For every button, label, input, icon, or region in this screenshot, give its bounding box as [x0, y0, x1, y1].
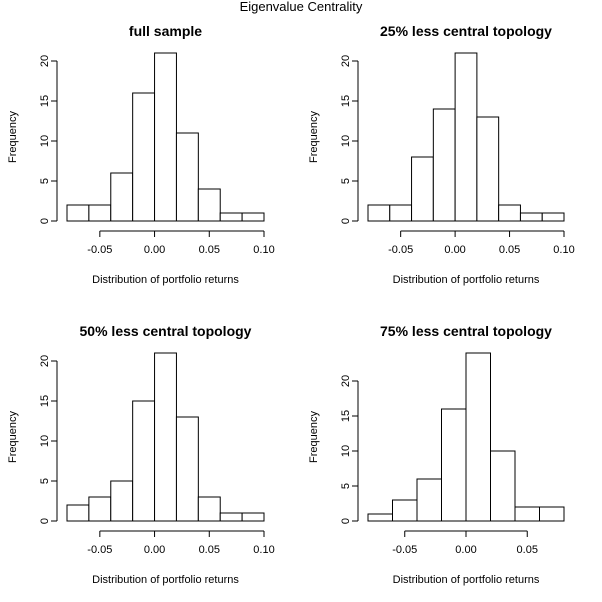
- y-tick-label: 15: [39, 395, 51, 407]
- histogram-bar: [411, 156, 434, 222]
- histogram-bar: [389, 204, 413, 222]
- histogram-bar: [241, 212, 265, 222]
- panel-title: 75% less central topology: [380, 323, 552, 339]
- y-axis-label: Frequency: [308, 111, 320, 163]
- x-tick-label: -0.05: [87, 544, 112, 556]
- histogram-bar: [66, 504, 90, 522]
- histogram-bar: [490, 450, 516, 522]
- y-tick-label: 10: [39, 435, 51, 447]
- histogram-bar: [367, 513, 393, 522]
- histogram-bar: [416, 478, 442, 522]
- histogram-bar: [392, 499, 418, 522]
- histogram-bar: [498, 204, 521, 222]
- x-tick-label: 0.05: [199, 244, 220, 256]
- x-axis-label: Distribution of portfolio returns: [92, 274, 239, 286]
- histogram-bar: [175, 416, 199, 522]
- histogram-bar: [197, 496, 221, 522]
- y-tick-label: 15: [39, 95, 51, 107]
- x-tick-label: -0.05: [87, 244, 112, 256]
- histogram-bar: [197, 188, 221, 222]
- histogram-panel-2: 25% less central topology -0.05 0.00 0.05 0.…: [308, 23, 575, 286]
- panel-title: full sample: [129, 23, 202, 39]
- histogram-bar: [432, 108, 456, 222]
- y-tick-label: 5: [340, 178, 352, 184]
- y-tick-label: 5: [340, 483, 352, 489]
- x-axis-label: Distribution of portfolio returns: [393, 274, 540, 286]
- y-tick-label: 20: [340, 375, 352, 387]
- histogram-bar: [66, 204, 90, 222]
- histogram-bar: [519, 212, 543, 222]
- histogram-bar: [514, 506, 540, 522]
- histogram-bar: [132, 400, 156, 522]
- panel-title: 25% less central topology: [380, 23, 552, 39]
- histogram-bar: [219, 212, 243, 222]
- y-tick-label: 0: [39, 518, 51, 524]
- histogram-bar: [110, 172, 134, 222]
- x-tick-label: 0.00: [144, 244, 165, 256]
- histogram-bar: [175, 132, 199, 222]
- histogram-bar: [241, 512, 265, 522]
- y-axis-label: Frequency: [7, 111, 19, 163]
- histogram-panel-4: 75% less central topology -0.05 0.00 0.05 0 5…: [308, 323, 565, 586]
- x-tick-label: 0.10: [253, 244, 274, 256]
- histogram-bar: [132, 92, 156, 222]
- x-tick-label: -0.05: [392, 544, 417, 556]
- histogram-bar: [154, 352, 177, 522]
- histogram-bar: [441, 408, 467, 522]
- histogram-bar: [454, 52, 478, 222]
- histogram-bar: [367, 204, 391, 222]
- x-tick-label: 0.05: [517, 544, 538, 556]
- histogram-panel-3: 50% less central topology -0.05 0.00 0.05 0.…: [7, 323, 275, 586]
- y-tick-label: 15: [340, 410, 352, 422]
- histogram-bar: [476, 116, 500, 222]
- histogram-bar: [88, 204, 112, 222]
- panel-title: 50% less central topology: [80, 323, 252, 339]
- y-tick-label: 20: [39, 55, 51, 67]
- page-title: Eigenvalue Centrality: [239, 0, 363, 14]
- y-tick-label: 5: [39, 478, 51, 484]
- y-tick-label: 20: [39, 355, 51, 367]
- histogram-bar: [541, 212, 565, 222]
- y-tick-label: 20: [340, 55, 352, 67]
- y-tick-label: 0: [340, 518, 352, 524]
- x-tick-label: 0.00: [444, 244, 465, 256]
- histogram-bar: [219, 512, 243, 522]
- x-tick-label: 0.05: [199, 544, 220, 556]
- x-axis-label: Distribution of portfolio returns: [393, 574, 540, 586]
- x-tick-label: 0.00: [455, 544, 476, 556]
- y-tick-label: 5: [39, 178, 51, 184]
- x-tick-label: 0.10: [253, 544, 274, 556]
- histogram-bar: [110, 480, 134, 522]
- y-axis-label: Frequency: [308, 411, 320, 463]
- x-tick-label: -0.05: [388, 244, 413, 256]
- histogram-bar: [88, 496, 112, 522]
- y-tick-label: 0: [340, 218, 352, 224]
- y-tick-label: 10: [340, 135, 352, 147]
- x-tick-label: 0.05: [499, 244, 520, 256]
- histogram-bar: [465, 352, 491, 522]
- y-tick-label: 15: [340, 95, 352, 107]
- histogram-bar: [539, 506, 565, 522]
- x-tick-label: 0.10: [553, 244, 574, 256]
- y-tick-label: 10: [340, 445, 352, 457]
- y-tick-label: 0: [39, 218, 51, 224]
- x-tick-label: 0.00: [144, 544, 165, 556]
- y-axis-label: Frequency: [7, 411, 19, 463]
- histogram-panel-1: full sample -0.05 0.00 0.05 0.10 0 5 10 15 20 Dist…: [7, 23, 275, 286]
- histogram-bar: [154, 52, 177, 222]
- y-tick-label: 10: [39, 135, 51, 147]
- x-axis-label: Distribution of portfolio returns: [92, 574, 239, 586]
